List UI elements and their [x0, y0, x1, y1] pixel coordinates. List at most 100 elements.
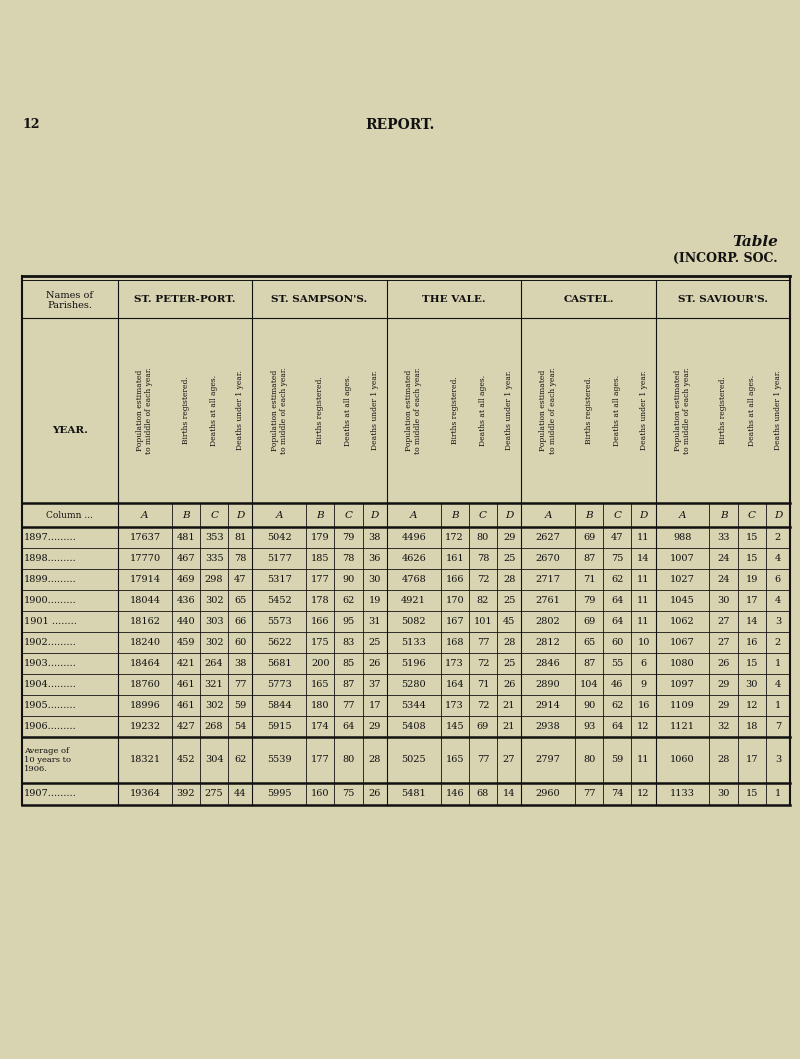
Text: 38: 38 — [234, 659, 246, 668]
Text: 77: 77 — [583, 790, 595, 798]
Text: B: B — [317, 510, 324, 520]
Text: 18321: 18321 — [130, 755, 161, 765]
Text: 66: 66 — [234, 617, 246, 626]
Text: 15: 15 — [746, 790, 758, 798]
Text: 10: 10 — [638, 638, 650, 647]
Text: 26: 26 — [369, 790, 381, 798]
Text: 31: 31 — [369, 617, 381, 626]
Text: 145: 145 — [446, 722, 464, 731]
Text: 302: 302 — [205, 638, 223, 647]
Text: 47: 47 — [234, 575, 246, 584]
Text: 15: 15 — [746, 659, 758, 668]
Text: 161: 161 — [446, 554, 464, 563]
Text: 5622: 5622 — [267, 638, 292, 647]
Text: 80: 80 — [583, 755, 595, 765]
Text: 298: 298 — [205, 575, 223, 584]
Text: 18996: 18996 — [130, 701, 160, 710]
Text: 21: 21 — [503, 722, 515, 731]
Text: 185: 185 — [311, 554, 330, 563]
Text: 16: 16 — [638, 701, 650, 710]
Text: C: C — [614, 510, 622, 520]
Text: 1900.........: 1900......... — [24, 596, 77, 605]
Text: REPORT.: REPORT. — [366, 118, 434, 132]
Text: 26: 26 — [503, 680, 515, 689]
Text: 5025: 5025 — [402, 755, 426, 765]
Text: 467: 467 — [177, 554, 195, 563]
Text: 30: 30 — [718, 790, 730, 798]
Text: Deaths under 1 year.: Deaths under 1 year. — [236, 371, 244, 450]
Text: 72: 72 — [477, 701, 489, 710]
Text: 25: 25 — [369, 638, 381, 647]
Text: 11: 11 — [638, 755, 650, 765]
Text: 95: 95 — [342, 617, 354, 626]
Text: 1067: 1067 — [670, 638, 695, 647]
Text: 28: 28 — [503, 638, 515, 647]
Text: 4: 4 — [774, 680, 781, 689]
Text: 25: 25 — [503, 554, 515, 563]
Text: 68: 68 — [477, 790, 489, 798]
Text: YEAR.: YEAR. — [52, 426, 88, 435]
Text: 59: 59 — [234, 701, 246, 710]
Text: 165: 165 — [446, 755, 464, 765]
Text: Deaths at all ages.: Deaths at all ages. — [345, 375, 353, 446]
Text: (INCORP. SOC.: (INCORP. SOC. — [674, 252, 778, 265]
Text: Column ...: Column ... — [46, 510, 94, 520]
Text: 78: 78 — [477, 554, 489, 563]
Text: 28: 28 — [503, 575, 515, 584]
Text: 64: 64 — [611, 722, 623, 731]
Text: 302: 302 — [205, 701, 223, 710]
Text: 177: 177 — [311, 755, 330, 765]
Text: 5452: 5452 — [267, 596, 292, 605]
Text: 1: 1 — [774, 701, 781, 710]
Text: 18240: 18240 — [130, 638, 160, 647]
Text: 27: 27 — [718, 638, 730, 647]
Text: 421: 421 — [177, 659, 195, 668]
Text: 17: 17 — [369, 701, 381, 710]
Text: 180: 180 — [311, 701, 330, 710]
Text: B: B — [720, 510, 727, 520]
Text: 6: 6 — [641, 659, 646, 668]
Text: 1133: 1133 — [670, 790, 695, 798]
Text: 83: 83 — [342, 638, 354, 647]
Text: 104: 104 — [580, 680, 598, 689]
Text: 77: 77 — [234, 680, 246, 689]
Text: 146: 146 — [446, 790, 464, 798]
Text: Births registered.: Births registered. — [719, 377, 727, 445]
Text: 25: 25 — [503, 596, 515, 605]
Text: 62: 62 — [611, 701, 623, 710]
Text: 167: 167 — [446, 617, 464, 626]
Text: ST. PETER-PORT.: ST. PETER-PORT. — [134, 294, 236, 304]
Text: Population estimated
to middle of each year.: Population estimated to middle of each y… — [270, 367, 288, 454]
Text: 2: 2 — [774, 533, 781, 542]
Text: 175: 175 — [311, 638, 330, 647]
Text: 17637: 17637 — [130, 533, 161, 542]
Text: 1080: 1080 — [670, 659, 694, 668]
Text: 81: 81 — [234, 533, 246, 542]
Text: 62: 62 — [234, 755, 246, 765]
Text: 1097: 1097 — [670, 680, 695, 689]
Text: 200: 200 — [311, 659, 330, 668]
Text: 166: 166 — [311, 617, 330, 626]
Text: 4768: 4768 — [402, 575, 426, 584]
Text: 5539: 5539 — [267, 755, 291, 765]
Text: 15: 15 — [746, 554, 758, 563]
Text: 2717: 2717 — [535, 575, 561, 584]
Text: Births registered.: Births registered. — [450, 377, 458, 445]
Text: 179: 179 — [311, 533, 330, 542]
Text: 335: 335 — [205, 554, 223, 563]
Text: 427: 427 — [177, 722, 195, 731]
Text: 82: 82 — [477, 596, 489, 605]
Text: 18: 18 — [746, 722, 758, 731]
Text: 5773: 5773 — [267, 680, 292, 689]
Text: 21: 21 — [503, 701, 515, 710]
Text: 87: 87 — [342, 680, 354, 689]
Text: 1907.........: 1907......... — [24, 790, 77, 798]
Text: 85: 85 — [342, 659, 354, 668]
Text: 353: 353 — [205, 533, 223, 542]
Text: 44: 44 — [234, 790, 246, 798]
Text: 5177: 5177 — [267, 554, 292, 563]
Text: 2914: 2914 — [536, 701, 561, 710]
Text: 4921: 4921 — [402, 596, 426, 605]
Text: 26: 26 — [718, 659, 730, 668]
Text: 64: 64 — [611, 596, 623, 605]
